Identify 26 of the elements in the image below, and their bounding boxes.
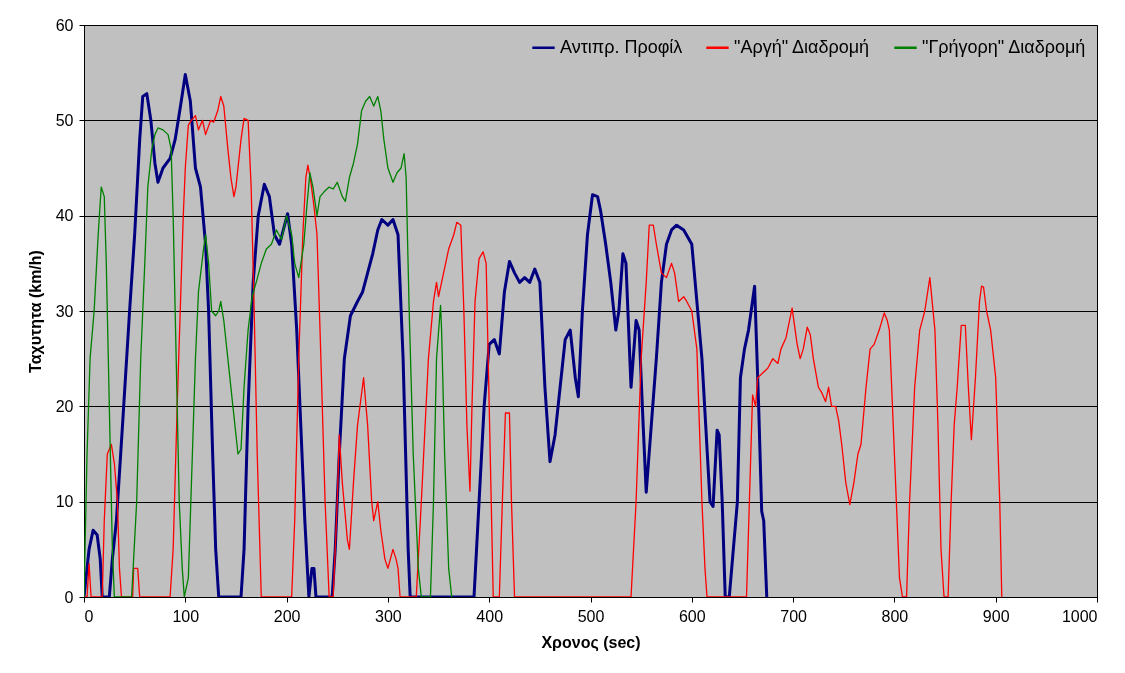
line-series [84, 95, 453, 597]
legend-label: "Γρήγορη" Διαδρομή [922, 36, 1086, 57]
x-tick-label: 800 [881, 607, 909, 625]
x-tick-label: 200 [273, 607, 301, 625]
y-tick-label: 10 [55, 493, 74, 511]
y-tick-label: 0 [64, 588, 74, 606]
y-tick-label: 30 [55, 302, 74, 320]
x-tick-label: 100 [172, 607, 200, 625]
x-tick-label: 0 [84, 607, 94, 625]
y-tick-label: 20 [55, 397, 74, 415]
x-tick-label: 1000 [1061, 607, 1098, 625]
x-tick-label: 600 [678, 607, 706, 625]
x-axis-title: Χρονος (sec) [541, 633, 641, 652]
x-tick-label: 700 [780, 607, 808, 625]
x-tick-label: 500 [577, 607, 605, 625]
line-series [84, 95, 1003, 597]
legend-label: Αντιπρ. Προφίλ [560, 36, 683, 57]
y-tick-label: 40 [55, 207, 74, 225]
y-tick-label: 60 [55, 16, 74, 34]
legend-label: "Αργή" Διαδρομή [734, 36, 870, 57]
x-tick-label: 900 [982, 607, 1010, 625]
x-tick-label: 400 [476, 607, 504, 625]
x-tick-label: 300 [375, 607, 402, 625]
y-axis-title: Ταχυτητα (km/h) [26, 250, 44, 373]
line-series [84, 73, 769, 597]
y-tick-label: 50 [55, 111, 74, 129]
